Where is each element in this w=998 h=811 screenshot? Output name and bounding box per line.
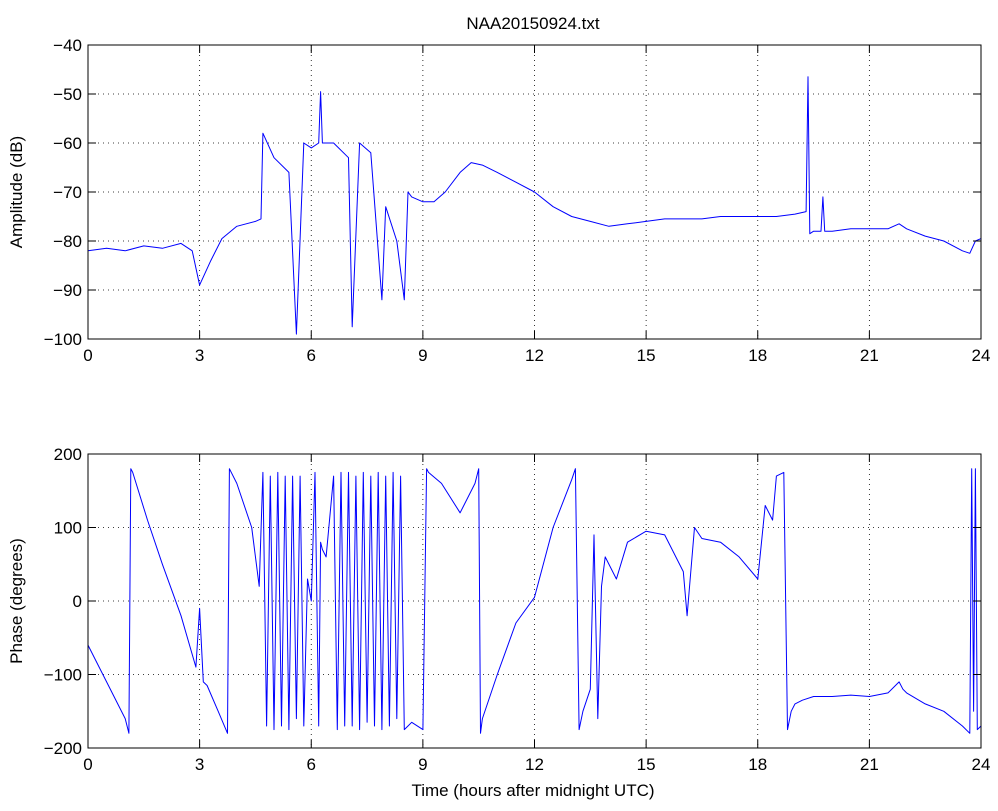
- phase-axes: 0 3 6 9 12 15 18 21 24 −200 −100 0 100 200 Phase (de…: [7, 445, 990, 774]
- amplitude-y-tick-label: −90: [53, 281, 82, 300]
- amplitude-ticks: [87, 44, 982, 340]
- phase-x-tick-label: 12: [525, 755, 544, 774]
- x-axis-label: Time (hours after midnight UTC): [411, 781, 654, 800]
- amplitude-y-tick-label: −80: [53, 232, 82, 251]
- amplitude-series: [87, 76, 982, 335]
- phase-y-tick-label: −100: [44, 666, 82, 685]
- amplitude-x-tick-label: 6: [307, 346, 316, 365]
- phase-y-tick-label: 200: [54, 445, 82, 464]
- phase-x-tick-label: 21: [860, 755, 879, 774]
- amplitude-x-tick-label: 21: [860, 346, 879, 365]
- phase-y-tick-label: 0: [73, 592, 82, 611]
- phase-x-tick-labels: 0 3 6 9 12 15 18 21 24: [83, 755, 990, 774]
- phase-x-tick-label: 15: [637, 755, 656, 774]
- phase-x-tick-label: 6: [307, 755, 316, 774]
- amplitude-y-axis-label: Amplitude (dB): [7, 136, 26, 248]
- amplitude-axes: 0 3 6 9 12 15 18 21 24 −100 −90 −80 −70 −60 −50 −40 Am…: [7, 36, 990, 365]
- amplitude-series-line: [87, 76, 982, 335]
- amplitude-x-tick-label: 0: [83, 346, 92, 365]
- phase-x-tick-label: 9: [418, 755, 427, 774]
- phase-y-axis-label: Phase (degrees): [7, 538, 26, 664]
- phase-series: [87, 468, 982, 734]
- phase-y-tick-labels: −200 −100 0 100 200: [44, 445, 82, 758]
- amplitude-y-tick-label: −70: [53, 183, 82, 202]
- amplitude-y-tick-label: −100: [44, 330, 82, 349]
- amplitude-x-tick-label: 9: [418, 346, 427, 365]
- amplitude-x-tick-labels: 0 3 6 9 12 15 18 21 24: [83, 346, 990, 365]
- phase-x-tick-label: 24: [972, 755, 991, 774]
- amplitude-x-tick-label: 18: [748, 346, 767, 365]
- phase-y-tick-label: −200: [44, 739, 82, 758]
- amplitude-y-tick-label: −60: [53, 134, 82, 153]
- phase-x-tick-label: 3: [195, 755, 204, 774]
- figure-title: NAA20150924.txt: [466, 14, 600, 33]
- amplitude-x-tick-label: 24: [972, 346, 991, 365]
- amplitude-y-tick-labels: −100 −90 −80 −70 −60 −50 −40: [44, 36, 82, 349]
- amplitude-x-tick-label: 3: [195, 346, 204, 365]
- phase-series-line: [87, 468, 982, 734]
- phase-ticks: [87, 453, 982, 749]
- phase-x-tick-label: 0: [83, 755, 92, 774]
- amplitude-x-tick-label: 12: [525, 346, 544, 365]
- amplitude-y-tick-label: −40: [53, 36, 82, 55]
- amplitude-grid: [88, 45, 981, 339]
- phase-y-tick-label: 100: [54, 519, 82, 538]
- phase-x-tick-label: 18: [748, 755, 767, 774]
- amplitude-x-tick-label: 15: [637, 346, 656, 365]
- amplitude-y-tick-label: −50: [53, 85, 82, 104]
